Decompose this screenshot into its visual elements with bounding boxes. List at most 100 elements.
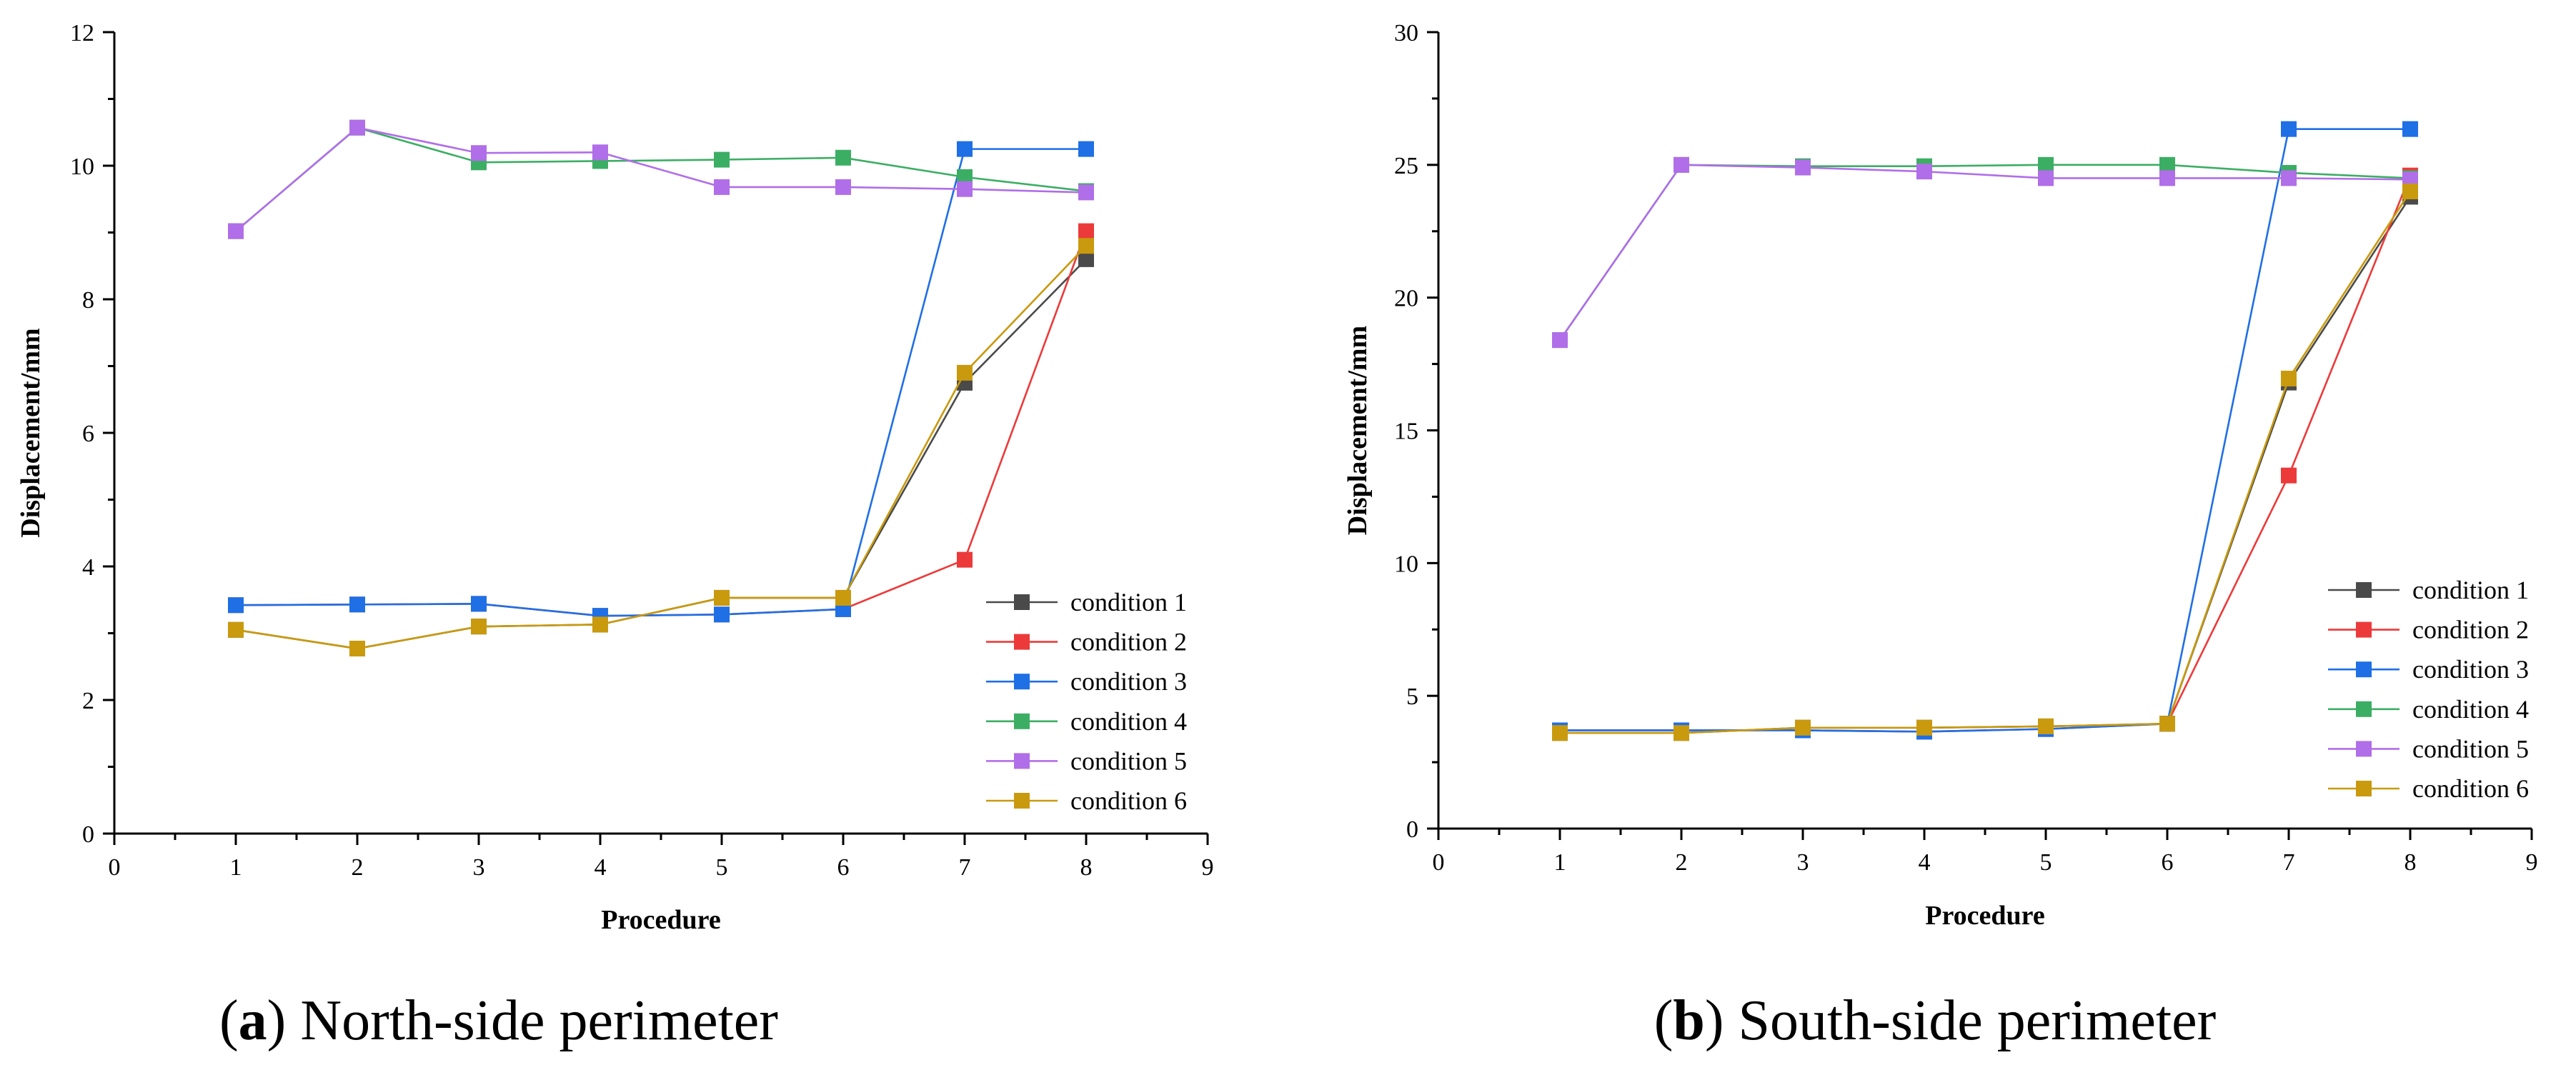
north-legend-marker-1: [1014, 594, 1030, 610]
north-point-5: [1078, 184, 1094, 201]
chart-panel-south: 0 1 2 3 4 5 6 7 8 9 0 5 10 15 20 25 30 Procedure Displacem…: [1343, 20, 2538, 931]
south-point-6: [1674, 725, 1689, 741]
south-point-5: [2038, 170, 2054, 186]
south-legend-marker-3: [2356, 661, 2372, 678]
south-series-line-2: [1560, 175, 2412, 733]
south-point-5: [1795, 159, 1811, 176]
south-x-axis-title: Procedure: [1925, 901, 2044, 931]
south-y-tick-label: 30: [1394, 20, 1418, 46]
south-y-axis-title: Displacement/mm: [1343, 326, 1373, 535]
north-x-tick-label: 6: [837, 854, 850, 881]
south-legend-marker-1: [2356, 582, 2372, 598]
north-series-line-4: [235, 126, 1087, 232]
north-point-4: [957, 169, 973, 185]
north-point-6: [1078, 238, 1094, 254]
south-point-6: [2038, 718, 2054, 734]
south-legend-label-1: condition 1: [2412, 576, 2529, 604]
caption-north: (a) North-side perimeter: [219, 989, 778, 1052]
north-point-5: [471, 145, 487, 161]
north-x-tick-label: 9: [1202, 854, 1214, 881]
south-legend-label-3: condition 3: [2412, 655, 2529, 684]
south-y-tick-label: 25: [1394, 153, 1418, 179]
south-series-line-6: [1560, 191, 2412, 734]
south-legend-marker-5: [2356, 741, 2372, 757]
north-series-line-6: [235, 245, 1087, 650]
south-x-tick-label: 5: [2040, 849, 2052, 876]
north-point-5: [228, 223, 244, 239]
south-point-4: [2159, 156, 2175, 173]
south-legend-marker-2: [2356, 621, 2372, 638]
north-x-tick-label: 2: [352, 854, 364, 881]
south-legend-marker-4: [2356, 701, 2372, 717]
south-point-5: [1674, 156, 1689, 173]
north-y-tick-label: 10: [70, 154, 94, 180]
north-legend-marker-4: [1014, 713, 1030, 729]
north-point-5: [592, 144, 608, 161]
south-x-tick-label: 0: [1433, 849, 1445, 876]
south-y-tick-label: 5: [1406, 684, 1418, 710]
north-legend-label-5: condition 5: [1070, 746, 1187, 775]
north-point-4: [714, 151, 730, 168]
south-point-5: [2159, 170, 2175, 186]
north-y-tick-label: 12: [70, 20, 94, 46]
caption-north-letter: a: [239, 989, 267, 1052]
south-point-2: [2281, 467, 2297, 484]
south-x-tick-label: 6: [2162, 849, 2174, 876]
north-x-tick-label: 7: [959, 854, 971, 881]
north-legend-label-6: condition 6: [1070, 786, 1187, 815]
north-point-5: [835, 179, 851, 195]
south-x-tick-label: 1: [1554, 849, 1566, 876]
south-legend: condition 1 condition 2 condition 3 conditi…: [2328, 576, 2529, 803]
south-legend-marker-6: [2356, 781, 2372, 796]
south-point-6: [1795, 719, 1811, 736]
north-legend: condition 1 condition 2 condition 3 conditi…: [986, 588, 1187, 815]
north-series-line-5: [235, 126, 1087, 232]
south-point-4: [2038, 156, 2054, 173]
south-y-tick-label: 10: [1394, 551, 1418, 577]
north-x-axis-title: Procedure: [601, 905, 720, 935]
north-legend-marker-6: [1014, 793, 1030, 809]
south-x-tick-label: 4: [1919, 849, 1931, 876]
north-point-3: [957, 141, 973, 157]
north-point-3: [349, 596, 365, 613]
south-y-tick-label: 0: [1406, 816, 1418, 843]
caption-south-letter: b: [1673, 989, 1705, 1052]
north-legend-marker-2: [1014, 634, 1030, 650]
north-y-tick-label: 6: [82, 421, 94, 447]
south-point-6: [2402, 184, 2418, 199]
south-series-line-3: [1560, 128, 2410, 733]
south-series-line-4: [1558, 164, 2411, 341]
south-series-line-5: [1558, 164, 2411, 341]
north-point-3: [471, 596, 487, 612]
caption-north-text: North-side perimeter: [300, 989, 778, 1052]
caption-south: (b) South-side perimeter: [1654, 989, 2217, 1052]
north-legend-label-1: condition 1: [1070, 588, 1187, 616]
south-point-5: [1916, 164, 1932, 180]
north-point-6: [835, 589, 851, 606]
south-x-tick-label: 3: [1797, 849, 1809, 876]
north-point-4: [835, 149, 851, 166]
south-point-5: [2402, 171, 2418, 188]
south-x-tick-label: 9: [2526, 849, 2538, 876]
north-legend-label-2: condition 2: [1070, 628, 1187, 656]
north-legend-label-4: condition 4: [1070, 707, 1187, 736]
north-point-5: [957, 181, 973, 197]
north-y-tick-label: 4: [82, 554, 94, 581]
north-series-line-3: [235, 148, 1086, 617]
south-point-5: [1552, 332, 1568, 349]
north-legend-marker-3: [1014, 674, 1030, 690]
south-legend-label-2: condition 2: [2412, 616, 2529, 644]
north-y-tick-label: 8: [82, 287, 94, 314]
north-x-tick-label: 4: [595, 854, 607, 881]
north-point-6: [228, 621, 244, 638]
north-x-tick-label: 3: [473, 854, 485, 881]
south-legend-label-6: condition 6: [2412, 774, 2529, 803]
north-x-tick-label: 1: [230, 854, 242, 881]
south-point-6: [2281, 371, 2297, 387]
south-point-3: [2281, 121, 2297, 137]
south-y-tick-label: 15: [1394, 419, 1418, 445]
north-point-1: [1078, 251, 1094, 267]
north-point-5: [714, 179, 730, 195]
north-series-line-1: [235, 258, 1087, 650]
